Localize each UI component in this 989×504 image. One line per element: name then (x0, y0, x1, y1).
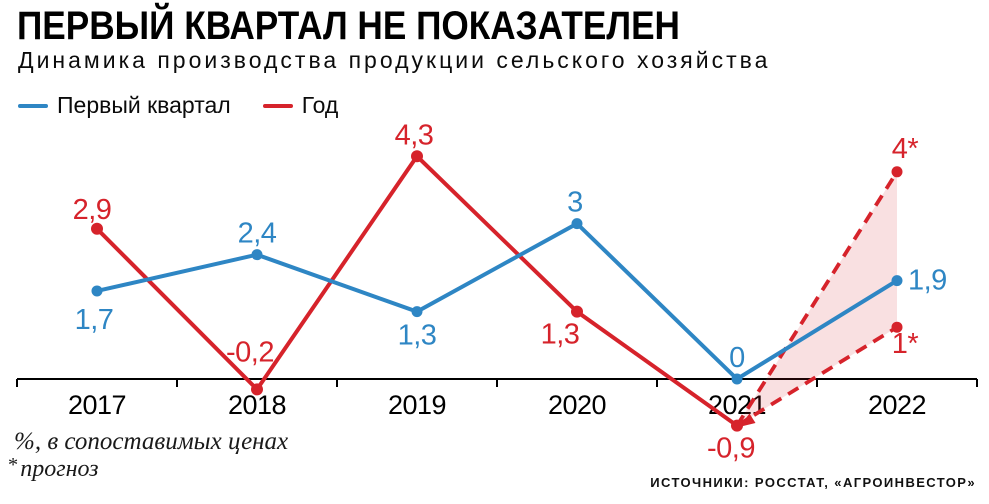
data-point-year (411, 150, 423, 163)
legend-swatch-first-quarter (18, 103, 48, 108)
units-note-text: %, в сопоставимых ценах (14, 428, 289, 455)
x-axis-label: 2022 (868, 390, 926, 420)
forecast-arrowhead (739, 413, 756, 427)
value-label-forecast-low: 1* (892, 328, 919, 360)
data-point-first-quarter (891, 275, 903, 287)
data-point-first-quarter (731, 373, 743, 385)
source-line: ИСТОЧНИКИ: РОССТАТ, «АГРОИНВЕСТОР» (650, 475, 976, 490)
series-line-year (95, 153, 739, 428)
data-point-first-quarter (411, 306, 423, 318)
chart-subtitle: Динамика производства продукции сельског… (18, 47, 771, 73)
data-point-first-quarter (251, 249, 263, 261)
units-note: %, в сопоставимых ценах (14, 428, 288, 456)
forecast-line-low (736, 325, 898, 428)
value-label-year: -0,2 (226, 336, 274, 368)
data-point-year (731, 419, 743, 432)
value-label-first-quarter: 1,7 (75, 304, 114, 336)
value-label-forecast-high: 4* (892, 133, 919, 165)
legend-item-first-quarter: Первый квартал (18, 92, 231, 119)
value-label-year: 2,9 (73, 194, 112, 226)
legend-item-year: Год (262, 92, 339, 119)
x-axis-label: 2019 (388, 390, 446, 420)
value-label-first-quarter: 1,9 (908, 265, 947, 297)
data-point-year (91, 222, 103, 235)
value-label-year: 1,3 (541, 319, 580, 351)
forecast-note: * прогноз (7, 454, 99, 483)
value-label-year: -0,9 (707, 433, 755, 465)
value-label-first-quarter: 0 (729, 342, 745, 374)
legend: Первый квартал Год (18, 92, 338, 119)
legend-label-year: Год (301, 92, 339, 118)
chart-title: ПЕРВЫЙ КВАРТАЛ НЕ ПОКАЗАТЕЛЕН (17, 4, 680, 48)
value-label-year: 4,3 (395, 119, 434, 151)
value-label-first-quarter: 3 (567, 187, 583, 219)
data-point-year (571, 305, 583, 318)
data-point-first-quarter (571, 218, 583, 230)
x-axis-label: 2020 (548, 390, 606, 420)
forecast-line-high (735, 170, 899, 427)
x-axis-label: 2017 (68, 390, 126, 420)
data-point-forecast (891, 166, 903, 178)
data-point-first-quarter (91, 285, 103, 297)
forecast-asterisk: * (7, 454, 18, 476)
forecast-note-text: прогноз (20, 456, 99, 482)
data-point-year (251, 383, 263, 396)
legend-swatch-year (262, 103, 293, 108)
series-line-first-quarter (96, 221, 899, 382)
value-label-first-quarter: 1,3 (398, 320, 437, 352)
legend-label-first-quarter: Первый квартал (57, 92, 231, 118)
data-point-forecast (891, 321, 903, 333)
value-label-first-quarter: 2,4 (238, 218, 277, 250)
